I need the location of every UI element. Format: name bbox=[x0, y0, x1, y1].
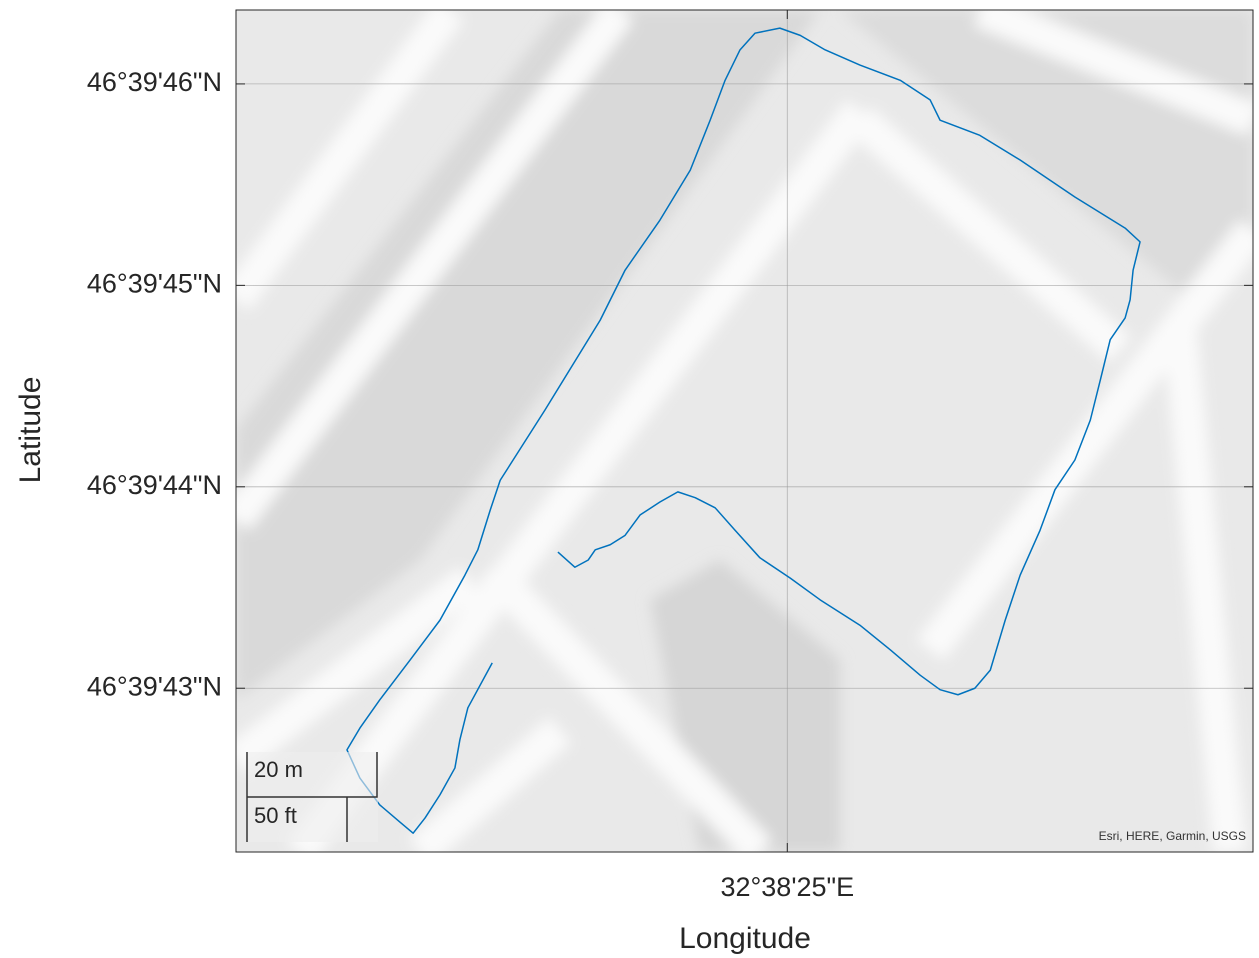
x-tick-label: 32°38'25"E bbox=[720, 872, 854, 902]
scale-bar-metric: 20 m bbox=[254, 757, 303, 782]
y-tick-label: 46°39'46"N bbox=[87, 67, 222, 97]
scale-bar-imperial: 50 ft bbox=[254, 803, 297, 828]
basemap bbox=[236, 10, 1253, 852]
page: {"chart_data": {"type": "line", "xlabel"… bbox=[0, 0, 1259, 958]
y-axis-label: Latitude bbox=[14, 377, 47, 484]
x-axis-label: Longitude bbox=[679, 922, 811, 955]
y-tick-label: 46°39'44"N bbox=[87, 470, 222, 500]
attribution: Esri, HERE, Garmin, USGS bbox=[1099, 829, 1246, 843]
y-tick-label: 46°39'45"N bbox=[87, 268, 222, 298]
map-chart: 20 m 50 ft Esri, HERE, Garmin, USGS Long… bbox=[0, 0, 1259, 958]
y-tick-label: 46°39'43"N bbox=[87, 671, 222, 701]
scale-bar: 20 m 50 ft bbox=[246, 752, 378, 842]
